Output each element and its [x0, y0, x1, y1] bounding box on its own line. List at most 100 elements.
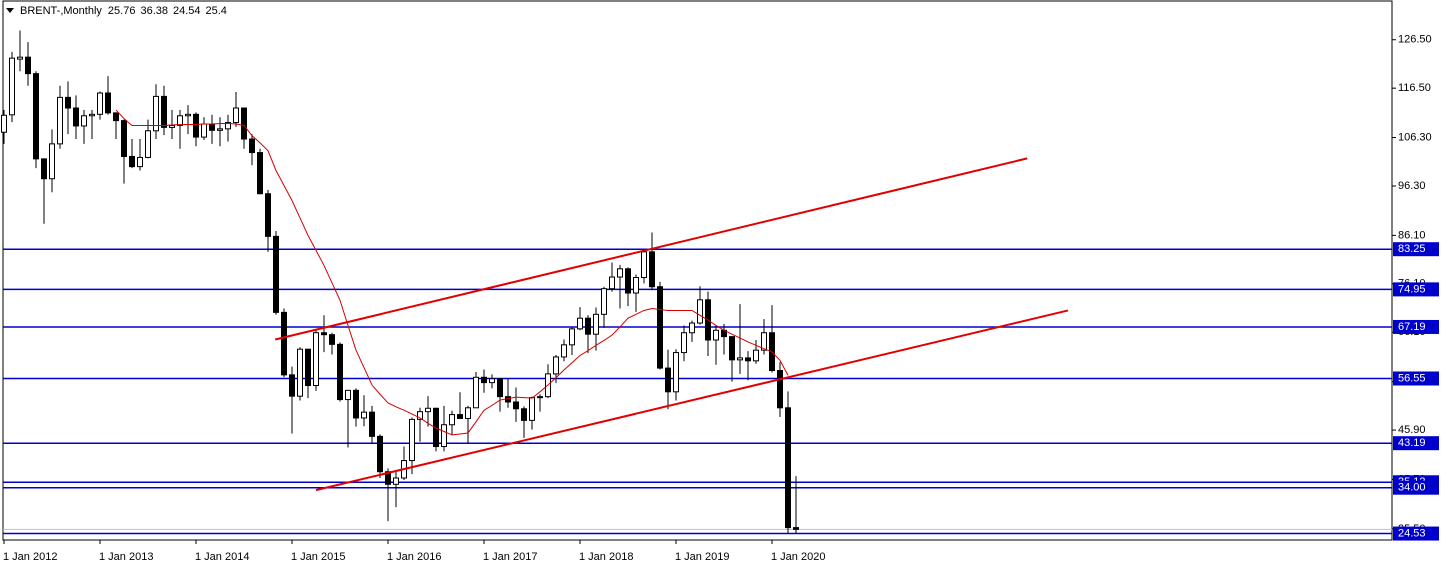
candle-body	[313, 332, 319, 387]
x-tick-label: 1 Jan 2018	[579, 551, 633, 563]
candle-body	[33, 73, 39, 160]
candle-body	[729, 336, 735, 361]
candle-body	[617, 268, 623, 278]
candle-body	[745, 357, 751, 362]
candle-body	[273, 235, 279, 313]
candle-body	[497, 378, 503, 398]
candle-body	[633, 277, 639, 294]
candle-body	[49, 143, 55, 180]
candle-body	[377, 435, 383, 473]
candle-body	[409, 418, 415, 462]
candle-body	[249, 138, 255, 154]
candle-body	[433, 407, 439, 448]
candle-body	[17, 56, 23, 60]
candle-body	[73, 107, 79, 127]
candle-body	[105, 92, 111, 114]
candle-body	[465, 407, 471, 419]
level-label: 74.95	[1398, 283, 1426, 295]
candle-body	[153, 95, 159, 132]
candle-body	[9, 57, 15, 116]
plot-frame	[2, 0, 1393, 541]
candle-body	[241, 107, 247, 140]
candle-body	[137, 156, 143, 168]
candle-body	[265, 193, 271, 237]
candle-body	[129, 155, 135, 168]
candle-body	[537, 396, 543, 399]
level-label-box	[1393, 436, 1439, 451]
header-close: 25.4	[206, 5, 227, 17]
level-label-box	[1393, 319, 1439, 334]
candle-body	[665, 367, 671, 393]
plot-area	[1, 30, 1392, 535]
header-open: 25.76	[108, 5, 136, 17]
candle-body	[281, 311, 287, 376]
candle-body	[161, 95, 167, 128]
candle-body	[777, 370, 783, 409]
candle-body	[441, 424, 447, 448]
x-tick-label: 1 Jan 2016	[387, 551, 441, 563]
y-tick-label: 106.30	[1398, 131, 1432, 143]
candle-body	[361, 411, 367, 419]
trendline	[315, 309, 1069, 492]
candle-body	[673, 352, 679, 393]
y-tick-label: 126.50	[1398, 34, 1432, 46]
candle-body	[305, 348, 311, 387]
candle-body	[489, 378, 495, 384]
candle-body	[481, 376, 487, 384]
candle-body	[337, 343, 343, 401]
candle-body	[225, 122, 231, 130]
candle-body	[689, 322, 695, 334]
candle-body	[713, 329, 719, 341]
candle-body	[121, 120, 127, 157]
candle-body	[553, 356, 559, 375]
candle-body	[289, 374, 295, 397]
candle-body	[41, 158, 47, 180]
level-label-box	[1393, 526, 1439, 541]
level-label: 34.00	[1398, 482, 1426, 494]
candle-body	[641, 251, 647, 279]
candle-body	[609, 276, 615, 290]
menu-arrow[interactable]	[6, 8, 14, 13]
level-label-box	[1393, 371, 1439, 386]
y-tick-label: 96.30	[1398, 180, 1426, 192]
candle-body	[761, 332, 767, 351]
candle-body	[353, 389, 359, 419]
y-tick-label: 86.10	[1398, 229, 1426, 241]
level-label: 43.19	[1398, 437, 1426, 449]
candle-body	[65, 96, 71, 109]
candle-body	[113, 112, 119, 122]
level-label: 24.53	[1398, 527, 1426, 539]
candle-body	[449, 414, 455, 426]
candle-body	[201, 123, 207, 138]
x-tick-label: 1 Jan 2014	[195, 551, 249, 563]
candle-body	[697, 299, 703, 324]
candle-body	[369, 411, 375, 437]
candle-body	[657, 286, 663, 369]
candle-body	[793, 527, 799, 530]
candle-body	[89, 113, 95, 117]
header-high: 36.38	[140, 5, 168, 17]
candle-body	[753, 349, 759, 362]
candle-body	[417, 411, 423, 420]
candle-body	[561, 344, 567, 358]
candle-body	[601, 288, 607, 315]
candle-body	[145, 130, 151, 158]
x-tick-label: 1 Jan 2020	[771, 551, 825, 563]
candle-body	[785, 407, 791, 529]
candle-body	[329, 334, 335, 345]
candle-body	[57, 96, 63, 145]
candle-body	[385, 471, 391, 485]
candle-body	[233, 107, 239, 124]
candle-body	[25, 56, 31, 75]
level-label-box	[1393, 480, 1439, 495]
candle-body	[217, 128, 223, 131]
candle-body	[185, 113, 191, 117]
candle-body	[177, 115, 183, 126]
candle-body	[169, 124, 175, 128]
candle-body	[297, 348, 303, 397]
candle-body	[569, 328, 575, 346]
candle-body	[585, 317, 591, 335]
candle-body	[521, 408, 527, 421]
candle-body	[529, 397, 535, 421]
candle-body	[321, 332, 327, 336]
